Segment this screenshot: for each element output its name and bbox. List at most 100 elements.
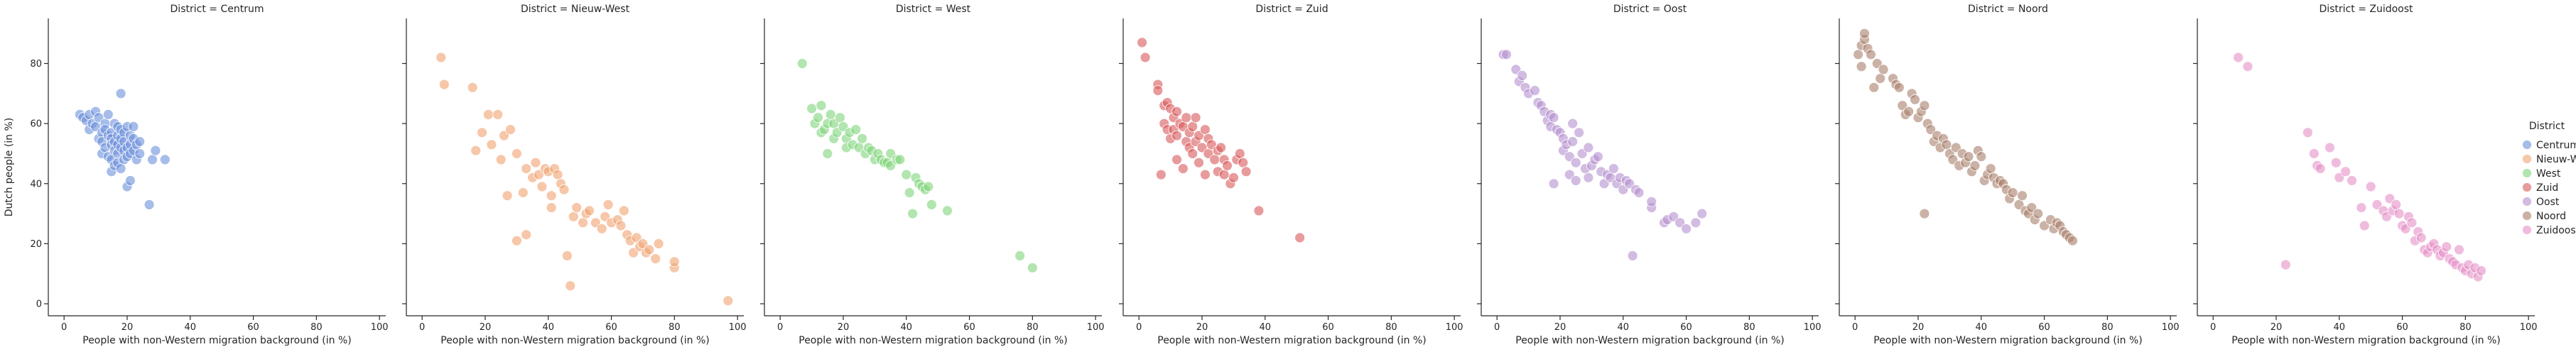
legend-label-centrum: Centrum	[2536, 140, 2576, 151]
x-tick-label: 100	[1087, 322, 1105, 333]
data-point-oost	[1608, 163, 1619, 175]
legend-marker-nieuw-west	[2522, 154, 2532, 164]
data-point-zuid	[1187, 148, 1198, 159]
data-point-zuidoost	[2324, 142, 2335, 153]
data-point-zuidoost	[2406, 217, 2418, 228]
data-point-centrum	[115, 163, 126, 175]
x-tick-label: 80	[1027, 322, 1039, 333]
data-point-centrum	[134, 148, 146, 159]
data-point-nieuw-west	[568, 211, 579, 222]
data-point-nieuw-west	[438, 79, 450, 90]
legend-label-west: West	[2536, 168, 2561, 180]
data-point-noord	[2017, 190, 2028, 202]
data-point-oost	[1570, 175, 1581, 186]
data-point-noord	[1878, 64, 1889, 75]
legend-label-zuidoost: Zuidoost	[2536, 225, 2576, 236]
data-point-zuid	[1218, 169, 1230, 180]
legend-label-oost: Oost	[2536, 197, 2560, 208]
data-point-west	[901, 169, 912, 180]
x-tick-label: 60	[2396, 322, 2408, 333]
data-point-nieuw-west	[483, 109, 494, 120]
x-tick-label: 100	[729, 322, 747, 333]
data-point-oost	[1574, 127, 1585, 138]
x-tick-label: 0	[61, 322, 67, 333]
data-point-noord	[1859, 28, 1870, 39]
panel-title-0: District = Centrum	[171, 4, 264, 15]
data-point-noord	[1865, 49, 1876, 60]
y-axis-label: Dutch people (in %)	[4, 118, 15, 217]
data-point-zuidoost	[2356, 202, 2367, 214]
x-tick-label: 60	[605, 322, 617, 333]
x-tick-label: 60	[1680, 322, 1692, 333]
data-point-centrum	[128, 121, 139, 132]
data-point-zuid	[1240, 166, 1252, 177]
data-point-oost	[1592, 151, 1603, 163]
data-point-nieuw-west	[486, 139, 497, 150]
legend-marker-noord	[2522, 211, 2532, 221]
data-point-centrum	[134, 136, 146, 147]
data-point-oost	[1570, 157, 1581, 168]
data-point-oost	[1501, 49, 1512, 60]
panel-title-5: District = Noord	[1968, 4, 2048, 15]
data-point-oost	[1627, 250, 1638, 261]
x-tick-label: 20	[1912, 322, 1925, 333]
data-point-noord	[1853, 49, 1864, 60]
x-tick-label: 0	[1136, 322, 1142, 333]
x-tick-label: 80	[2459, 322, 2472, 333]
data-point-nieuw-west	[546, 202, 557, 214]
data-point-nieuw-west	[653, 238, 664, 249]
y-tick-label: 20	[30, 239, 42, 250]
data-point-nieuw-west	[669, 256, 680, 268]
data-point-nieuw-west	[558, 184, 570, 195]
data-point-nieuw-west	[565, 280, 576, 292]
data-point-zuid	[1228, 172, 1239, 183]
data-point-zuid	[1152, 85, 1164, 96]
data-point-west	[1027, 262, 1038, 273]
data-point-oost	[1517, 70, 1528, 81]
y-tick-label: 80	[30, 59, 42, 70]
y-tick-label: 60	[30, 119, 42, 130]
data-point-noord	[2067, 235, 2078, 246]
data-point-nieuw-west	[546, 190, 557, 202]
data-point-oost	[1567, 118, 1579, 129]
data-point-zuid	[1209, 154, 1221, 165]
x-tick-label: 60	[2038, 322, 2050, 333]
x-axis-label: People with non-Western migration backgr…	[1515, 335, 1785, 346]
data-point-nieuw-west	[536, 181, 548, 192]
data-point-west	[894, 154, 906, 165]
data-point-noord	[1875, 73, 1886, 84]
x-tick-label: 20	[480, 322, 492, 333]
data-point-centrum	[147, 154, 158, 165]
data-point-zuidoost	[2308, 148, 2320, 159]
legend-marker-zuidoost	[2522, 225, 2532, 235]
x-tick-label: 60	[247, 322, 259, 333]
x-tick-label: 100	[2520, 322, 2538, 333]
data-point-zuid	[1234, 148, 1245, 159]
x-tick-label: 40	[542, 322, 554, 333]
data-point-west	[850, 124, 862, 136]
data-point-noord	[1919, 208, 1930, 219]
x-tick-label: 40	[184, 322, 196, 333]
x-tick-label: 0	[1494, 322, 1500, 333]
legend-marker-zuid	[2522, 182, 2532, 192]
x-tick-label: 80	[1385, 322, 1397, 333]
x-tick-label: 0	[777, 322, 783, 333]
x-axis-label: People with non-Western migration backgr…	[1157, 335, 1427, 346]
data-point-zuid	[1238, 157, 1249, 168]
data-point-noord	[1903, 106, 1915, 117]
data-point-zuid	[1216, 142, 1226, 153]
data-point-noord	[1963, 151, 1974, 163]
data-point-west	[806, 103, 817, 114]
x-axis-label: People with non-Western migration backgr…	[1873, 335, 2143, 346]
data-point-centrum	[150, 145, 161, 156]
x-tick-label: 40	[1259, 322, 1271, 333]
data-point-zuidoost	[2441, 241, 2452, 253]
x-tick-label: 20	[1554, 322, 1566, 333]
data-point-noord	[1969, 160, 1981, 171]
data-point-nieuw-west	[512, 235, 522, 246]
x-tick-label: 40	[1975, 322, 1987, 333]
data-point-zuidoost	[2391, 199, 2402, 210]
data-point-oost	[1690, 217, 1701, 228]
x-tick-label: 80	[310, 322, 323, 333]
data-point-zuid	[1190, 112, 1201, 123]
